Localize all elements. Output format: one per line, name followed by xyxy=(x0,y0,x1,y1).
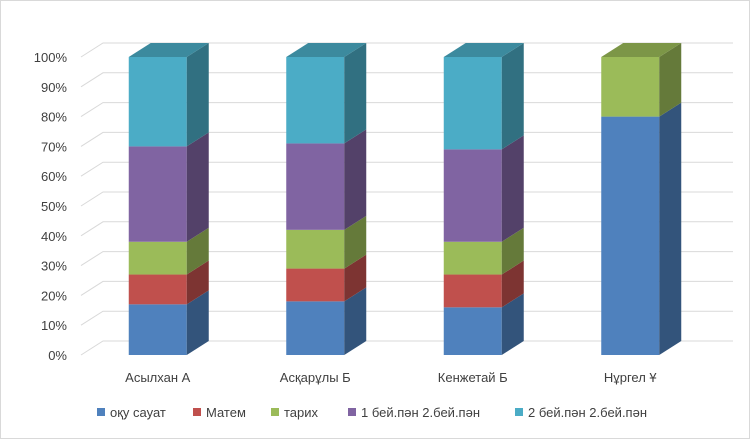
bar-segment-side xyxy=(501,293,524,355)
legend-item: 2 бей.пән 2.бей.пән xyxy=(515,405,647,420)
bar-segment-side xyxy=(501,227,524,275)
bar-segment-top xyxy=(443,43,524,57)
bar-segment-side xyxy=(344,43,367,144)
y-tick-label: 10% xyxy=(41,318,67,333)
bar-segment-side xyxy=(186,43,209,147)
bar-segment-side xyxy=(659,102,682,355)
x-category-label: Асылхан А xyxy=(125,370,190,385)
bar-segment-front xyxy=(286,143,345,230)
bar-segment-side xyxy=(344,215,367,269)
bar-segment-front xyxy=(443,149,502,242)
y-tick-label: 0% xyxy=(48,348,67,363)
bar-segment-side xyxy=(344,129,367,230)
x-category-label: Кенжетай Б xyxy=(438,370,508,385)
legend-swatch xyxy=(193,408,201,416)
bar-segment-front xyxy=(601,57,660,117)
legend-label: 1 бей.пән 2.бей.пән xyxy=(361,405,480,420)
y-tick-label: 20% xyxy=(41,288,67,303)
y-tick-label: 70% xyxy=(41,139,67,154)
bar-segment-side xyxy=(501,260,524,308)
y-tick-label: 30% xyxy=(41,259,67,274)
bar-segment-front xyxy=(443,274,502,308)
bar-segment-front xyxy=(128,304,187,355)
bar-segment-front xyxy=(128,241,187,275)
bar-stack xyxy=(443,43,524,355)
y-axis-ticks: 0% 10% 20% 30% 40% 50% 60% 70% 80% 90% 100% xyxy=(34,50,68,363)
bar-segment-side xyxy=(501,43,524,150)
bar-segment-front xyxy=(128,57,187,147)
y-tick-label: 80% xyxy=(41,110,67,125)
y-tick-label: 100% xyxy=(34,50,68,65)
bar-stack xyxy=(128,43,209,355)
y-tick-label: 40% xyxy=(41,229,67,244)
legend-label: тарих xyxy=(284,405,319,420)
bar-segment-side xyxy=(344,287,367,355)
x-category-label: Асқарұлы Б xyxy=(280,370,351,385)
bar-segment-top xyxy=(286,43,367,57)
legend-swatch xyxy=(348,408,356,416)
bar-segment-front xyxy=(443,57,502,150)
bar-segment-side xyxy=(186,227,209,275)
bar-segment-front xyxy=(601,116,660,355)
bar-segment-front xyxy=(128,274,187,305)
y-tick-label: 50% xyxy=(41,199,67,214)
bars xyxy=(128,43,682,355)
bar-segment-side xyxy=(186,260,209,305)
legend-label: 2 бей.пән 2.бей.пән xyxy=(528,405,647,420)
bar-segment-front xyxy=(286,268,345,302)
legend-label: оқу сауат xyxy=(110,405,166,420)
y-tick-label: 60% xyxy=(41,169,67,184)
bar-segment-side xyxy=(659,43,682,117)
y-tick-label: 90% xyxy=(41,80,67,95)
x-axis-categories: Асылхан А Асқарұлы Б Кенжетай Б Нұргел Ұ xyxy=(125,370,657,385)
bar-segment-side xyxy=(501,135,524,242)
legend-swatch xyxy=(515,408,523,416)
bar-segment-front xyxy=(443,307,502,355)
legend-item: тарих xyxy=(271,405,319,420)
legend-item: 1 бей.пән 2.бей.пән xyxy=(348,405,480,420)
legend-swatch xyxy=(97,408,105,416)
legend-label: Матем xyxy=(206,405,246,420)
bar-stack xyxy=(286,43,367,355)
legend: оқу сауат Матем тарих 1 бей.пән 2.бей.пән 2 … xyxy=(97,405,647,420)
bar-segment-front xyxy=(286,57,345,144)
bar-segment-front xyxy=(443,241,502,275)
bar-segment-front xyxy=(286,301,345,355)
bar-segment-top xyxy=(601,43,682,57)
legend-item: оқу сауат xyxy=(97,405,166,420)
bar-segment-top xyxy=(128,43,209,57)
bar-segment-side xyxy=(186,132,209,242)
bar-segment-side xyxy=(186,290,209,355)
legend-swatch xyxy=(271,408,279,416)
bar-stack xyxy=(601,43,682,355)
bar-segment-side xyxy=(344,254,367,302)
legend-item: Матем xyxy=(193,405,246,420)
x-category-label: Нұргел Ұ xyxy=(604,370,658,385)
bar-segment-front xyxy=(128,146,187,242)
bar-segment-front xyxy=(286,229,345,269)
